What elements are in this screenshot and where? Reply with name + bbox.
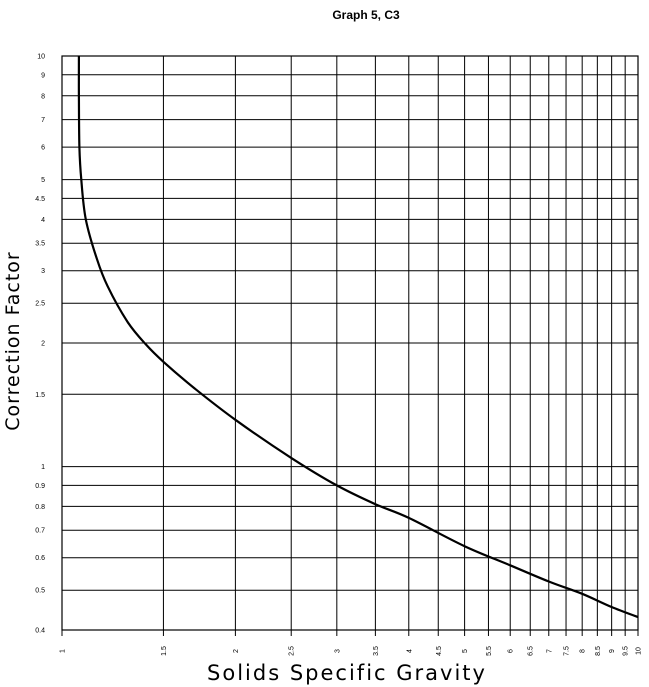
x-tick-label: 8.5 — [595, 646, 602, 656]
x-tick-label: 5 — [462, 649, 469, 653]
y-tick-label: 0.6 — [35, 555, 45, 562]
x-tick-label: 3.5 — [373, 646, 380, 656]
y-tick-label: 8 — [41, 93, 45, 100]
y-tick-label: 2.5 — [35, 301, 45, 308]
y-tick-label: 2 — [41, 341, 45, 348]
x-tick-label: 1 — [60, 649, 67, 653]
x-tick-label: 6 — [508, 649, 515, 653]
y-tick-label: 4 — [41, 217, 45, 224]
y-tick-label: 0.8 — [35, 504, 45, 511]
y-tick-label: 0.7 — [35, 528, 45, 535]
y-tick-labels: 0.4 0.5 0.6 0.7 0.8 0.9 1 1.5 2 2.5 3 3.5 4 4.5 5 6 7 8 9 1… — [35, 54, 45, 635]
y-axis-label: Correction Factor — [2, 251, 24, 431]
chart-title: Graph 5, C3 — [332, 8, 400, 22]
x-axis-label: Solids Specific Gravity — [207, 661, 487, 685]
x-tick-label: 6.5 — [528, 646, 535, 656]
x-tick-label: 4 — [406, 649, 413, 653]
x-tick-labels: 1 1.5 2 2.5 3 3.5 4 4.5 5 5.5 6 6.5 7 7.5 8 8.5 9 9.5 10 — [60, 646, 643, 656]
plot-frame — [61, 55, 639, 631]
y-tick-label: 10 — [37, 54, 45, 61]
y-tick-label: 1.5 — [35, 392, 45, 399]
x-tick-label: 4.5 — [436, 646, 443, 656]
y-tick-label: 1 — [41, 464, 45, 471]
y-tick-label: 0.4 — [35, 628, 45, 635]
y-tick-label: 4.5 — [35, 196, 45, 203]
x-tick-label: 7.5 — [564, 646, 571, 656]
x-tick-label: 2.5 — [289, 646, 296, 656]
y-tick-label: 9 — [41, 72, 45, 79]
y-tick-label: 7 — [41, 117, 45, 124]
x-tick-label: 7 — [546, 649, 553, 653]
y-tick-label: 0.5 — [35, 588, 45, 595]
x-tick-label: 2 — [233, 649, 240, 653]
x-tick-label: 9.5 — [623, 646, 630, 656]
series-line — [77, 55, 639, 619]
y-tick-label: 0.9 — [35, 483, 45, 490]
y-tick-label: 3 — [41, 268, 45, 275]
y-tick-label: 5 — [41, 177, 45, 184]
x-tick-label: 8 — [580, 649, 587, 653]
x-tick-label: 1.5 — [161, 646, 168, 656]
y-tick-label: 6 — [41, 145, 45, 152]
x-tick-label: 3 — [334, 649, 341, 653]
x-tick-label: 5.5 — [486, 646, 493, 656]
x-tick-label: 10 — [636, 647, 643, 655]
x-tick-label: 9 — [609, 649, 616, 653]
y-tick-label: 3.5 — [35, 241, 45, 248]
